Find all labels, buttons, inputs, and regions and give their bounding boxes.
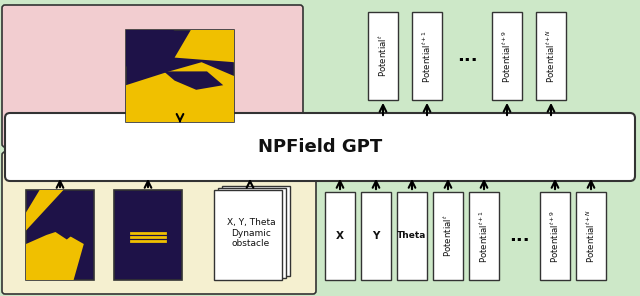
Polygon shape [126,62,234,122]
FancyBboxPatch shape [433,192,463,280]
Polygon shape [164,71,223,90]
Text: Potential$^{t+N}$: Potential$^{t+N}$ [545,29,557,83]
FancyBboxPatch shape [412,12,442,100]
Text: Potential$^{t+1}$: Potential$^{t+1}$ [478,209,490,263]
FancyBboxPatch shape [492,12,522,100]
Text: Potential$^{t+9}$: Potential$^{t+9}$ [501,29,513,83]
FancyBboxPatch shape [5,113,635,181]
FancyBboxPatch shape [368,12,398,100]
Polygon shape [26,190,63,231]
FancyBboxPatch shape [397,192,427,280]
Text: X: X [336,231,344,241]
Bar [26,190,94,280]
Text: Theta: Theta [397,231,427,240]
FancyBboxPatch shape [2,5,303,147]
Polygon shape [26,231,84,280]
FancyBboxPatch shape [2,152,316,294]
Text: Y: Y [372,231,380,241]
Polygon shape [53,204,84,239]
Polygon shape [126,30,175,67]
Text: Potential$^t$: Potential$^t$ [377,35,389,77]
FancyBboxPatch shape [540,192,570,280]
Bar [222,186,290,276]
Text: Potential$^{t+N}$: Potential$^{t+N}$ [585,209,597,263]
Text: ...: ... [509,227,530,245]
Text: Potential$^{t+9}$: Potential$^{t+9}$ [548,209,561,263]
Bar [214,190,282,280]
Text: Potential$^{t+1}$: Potential$^{t+1}$ [421,29,433,83]
Bar [218,188,286,278]
Polygon shape [175,30,234,62]
Bar [114,190,182,280]
Text: ...: ... [457,47,477,65]
FancyBboxPatch shape [576,192,606,280]
Bar [126,30,234,122]
Text: X, Y, Theta
Dynamic
obstacle: X, Y, Theta Dynamic obstacle [227,218,275,248]
FancyBboxPatch shape [325,192,355,280]
FancyBboxPatch shape [361,192,391,280]
FancyBboxPatch shape [536,12,566,100]
Text: NPField GPT: NPField GPT [258,138,382,156]
Text: Potential$^t$: Potential$^t$ [442,215,454,257]
FancyBboxPatch shape [469,192,499,280]
